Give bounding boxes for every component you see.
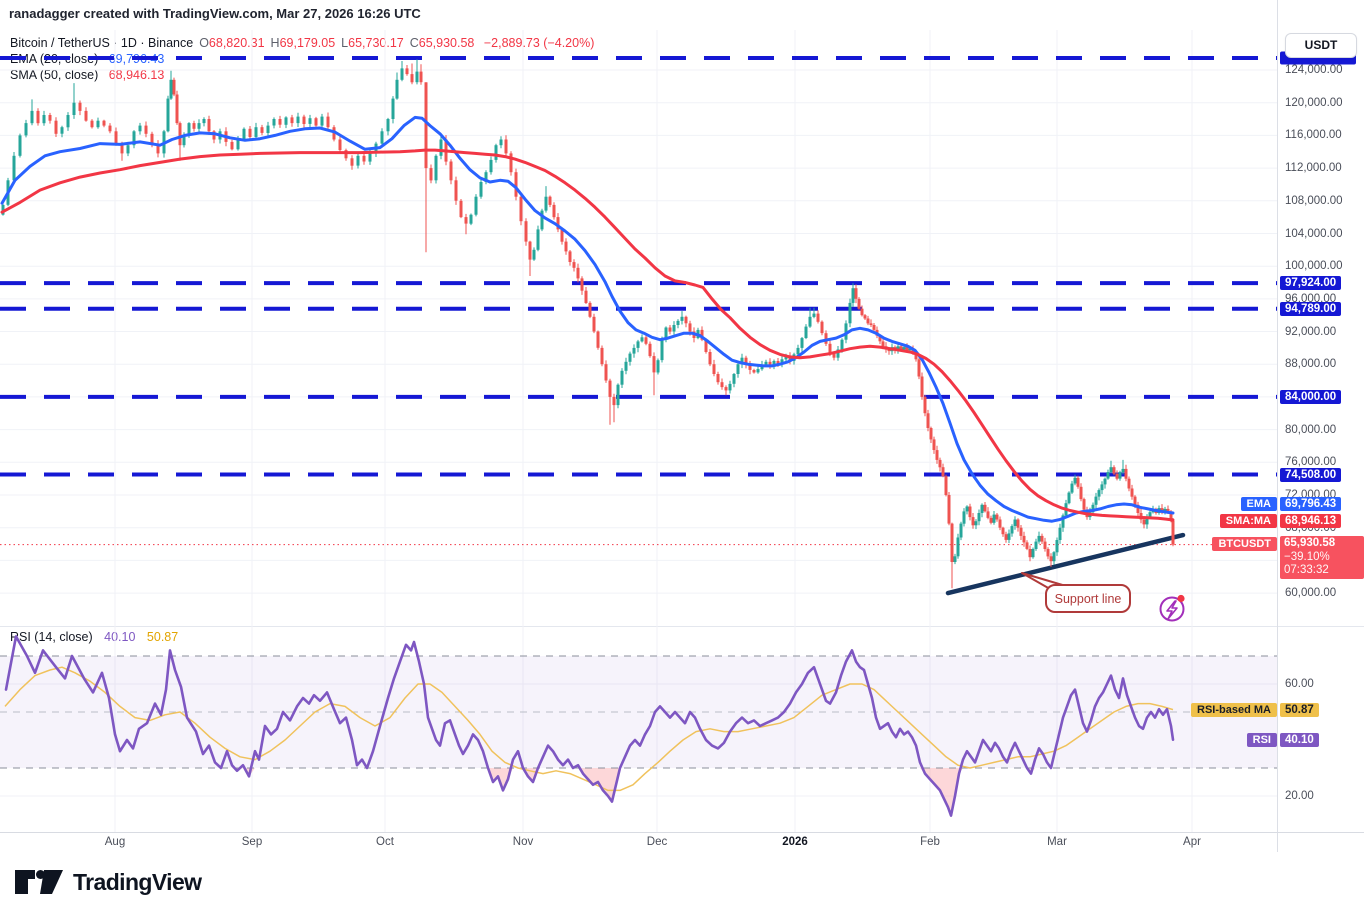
price-tick-label: 80,000.00	[1285, 423, 1337, 436]
time-axis-label: Dec	[646, 836, 668, 848]
ohlc-value: 69,179.05	[279, 36, 336, 50]
ohlc-value: 65,930.58	[418, 36, 475, 50]
time-axis-label: 2026	[782, 836, 808, 848]
pane-separator[interactable]	[0, 626, 1277, 627]
time-axis[interactable]: Aug Sep Oct Nov Dec 2026 Feb Mar Apr	[0, 832, 1277, 853]
time-axis-label: Nov	[512, 836, 534, 848]
price-tick-label: 112,000.00	[1285, 162, 1342, 175]
tradingview-logo-text: TradingView	[73, 868, 202, 895]
last-price-badge: 65,930.58 −39.10% 07:33:32	[1280, 536, 1364, 579]
change-value: −2,889.73 (−4.20%)	[483, 36, 595, 50]
chart-canvas[interactable]: Support line	[0, 0, 1277, 852]
sma-value: 68,946.13	[108, 68, 165, 82]
rsi-legend: RSI (14, close) 40.10 50.87	[10, 630, 178, 644]
symbol-tag: BTCUSDT	[1212, 537, 1277, 551]
ema-label: EMA (20, close)	[10, 52, 99, 66]
symbol-row: Bitcoin / TetherUS · 1D · Binance O68,820…	[10, 35, 594, 51]
time-axis-label: Feb	[920, 836, 940, 848]
tradingview-logo[interactable]: TradingView	[14, 866, 202, 898]
ohlc-key: O	[199, 36, 209, 50]
price-tick-label: 92,000.00	[1285, 325, 1337, 338]
tradingview-logo-icon	[15, 870, 63, 894]
price-tick-label: 76,000.00	[1285, 456, 1337, 469]
level-price-badge: 74,508.00	[1280, 467, 1342, 482]
ema-price-badge: 69,796.43	[1280, 497, 1342, 511]
ohlc-value: 68,820.31	[208, 36, 265, 50]
price-tick-label: 88,000.00	[1285, 358, 1337, 371]
ohlc-value: 65,730.17	[348, 36, 404, 50]
footer-bar: TradingView	[0, 852, 1364, 912]
last-change: −39.10%	[1284, 550, 1330, 563]
watermark-text: ranadagger created with TradingView.com,…	[9, 6, 421, 21]
price-tick-label: 108,000.00	[1285, 194, 1343, 207]
price-tick-label: 104,000.00	[1285, 227, 1343, 240]
time-axis-label: Aug	[104, 836, 126, 848]
ema-legend-row: EMA (20, close) 69,796.43	[10, 51, 594, 67]
time-axis-label: Mar	[1047, 836, 1067, 848]
rsi-ma-badge: 50.87	[1280, 702, 1319, 717]
ohlc-key: H	[270, 36, 280, 50]
ohlc-values: O68,820.31 H69,179.05 L65,730.17 C65,930.58	[193, 36, 474, 50]
time-axis-label: Sep	[241, 836, 263, 848]
countdown-timer: 07:33:32	[1284, 564, 1329, 576]
level-price-badge: 84,000.00	[1280, 389, 1342, 404]
time-axis-label: Apr	[1183, 836, 1201, 848]
price-tick-label: 100,000.00	[1285, 260, 1343, 273]
sma-label: SMA (50, close)	[10, 68, 99, 82]
currency-toggle-button[interactable]: USDT	[1285, 33, 1357, 58]
sma-tag: SMA:MA	[1219, 513, 1277, 528]
time-axis-label: Oct	[376, 836, 394, 848]
sma-price-badge: 68,946.13	[1280, 513, 1342, 528]
ohlc-key: L	[341, 36, 349, 50]
rsi-label: RSI (14, close)	[10, 630, 93, 644]
price-tick-label: 60,000.00	[1285, 587, 1337, 600]
sma-legend-row: SMA (50, close) 68,946.13	[10, 67, 594, 83]
ohlc-key: C	[409, 36, 419, 50]
price-tick-label: 120,000.00	[1285, 96, 1343, 109]
rsi-value-badge: 40.10	[1280, 732, 1319, 747]
rsi-tick-label: 60.00	[1285, 678, 1314, 690]
rsi-ma-value: 50.87	[146, 630, 179, 644]
rsi-tag: RSI	[1246, 732, 1277, 747]
ema-value: 69,796.43	[108, 52, 165, 66]
price-tick-label: 116,000.00	[1285, 129, 1342, 142]
rsi-value: 40.10	[104, 630, 136, 644]
level-price-badge: 94,789.00	[1280, 301, 1342, 316]
price-scale[interactable]: USDT 124,000.00 120,000.00 116,000.00 112,0…	[1277, 0, 1364, 852]
rsi-tick-label: 20.00	[1285, 790, 1314, 802]
chart-plot-area[interactable]: Bitcoin / TetherUS · 1D · Binance O68,820…	[0, 0, 1277, 852]
symbol-title: Bitcoin / TetherUS · 1D · Binance	[10, 36, 194, 50]
rsi-ma-tag: RSI-based MA	[1191, 702, 1277, 717]
svg-text:Support line: Support line	[1055, 592, 1122, 606]
level-price-badge: 97,924.00	[1280, 276, 1342, 291]
ema-tag: EMA	[1240, 497, 1277, 511]
time-axis-corner	[1277, 832, 1364, 853]
price-tick-label: 124,000.00	[1285, 64, 1343, 76]
symbol-legend: Bitcoin / TetherUS · 1D · Binance O68,820…	[10, 35, 594, 83]
